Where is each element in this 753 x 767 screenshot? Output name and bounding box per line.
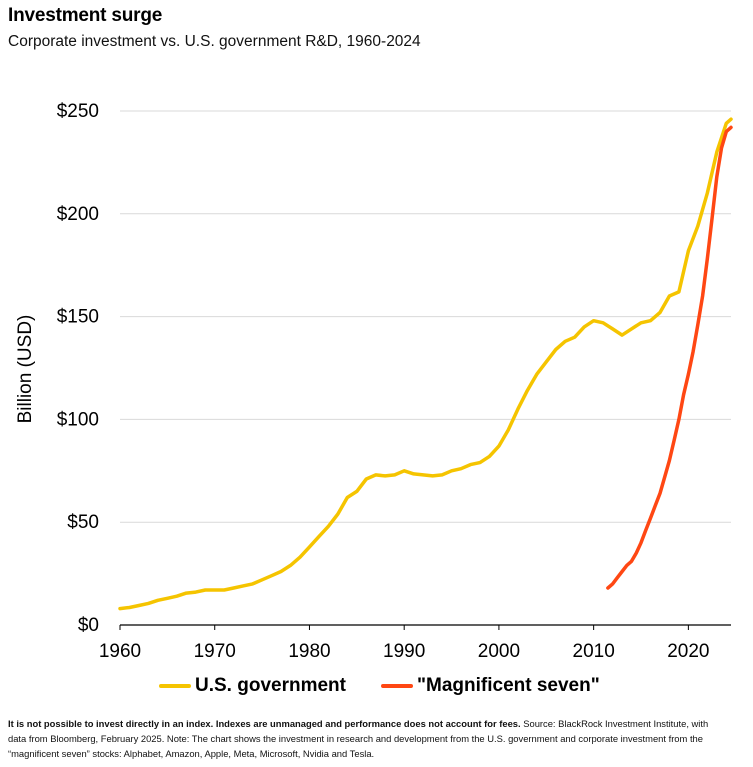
legend-item-us-government: U.S. government [159,675,346,697]
x-tick-label: 2020 [667,641,709,662]
y-tick-label: $100 [57,409,99,430]
y-tick-label: $0 [78,615,99,636]
y-tick-label: $150 [57,307,99,328]
gridlines [119,110,731,630]
line-chart: $0 $50 $100 $150 $200 $250 1960 1970 1980 1990 20… [15,101,733,662]
x-tick-label: 1970 [194,641,236,662]
footnote-disclaimer: It is not possible to invest directly in… [8,718,521,729]
y-axis-tick-labels: $0 $50 $100 $150 $200 $250 [57,101,99,636]
x-tick-label: 1990 [383,641,425,662]
legend: U.S. government "Magnificent seven" [0,675,753,699]
footnote: It is not possible to invest directly in… [8,716,728,761]
y-tick-label: $50 [67,512,99,533]
footnote-source: Source: BlackRock Investment Institute, … [8,718,709,759]
x-tick-label: 2000 [478,641,520,662]
x-axis-tick-labels: 1960 1970 1980 1990 2000 2010 2020 [99,641,710,662]
series-line-us-government [118,117,733,611]
y-tick-label: $200 [57,204,99,225]
x-tick-label: 1980 [288,641,330,662]
chart-title: Investment surge [8,5,163,26]
chart-subtitle: Corporate investment vs. U.S. government… [8,33,421,50]
legend-item-magnificent-seven: "Magnificent seven" [381,675,600,697]
x-tick-label: 1960 [99,641,141,662]
x-tick-label: 2010 [573,641,615,662]
y-axis-label: Billion (USD) [15,315,36,424]
series-line-magnificent-seven [606,125,733,590]
legend-label-magnificent-seven: "Magnificent seven" [417,675,600,696]
legend-swatch-magnificent-seven [381,684,413,688]
series-lines [118,117,733,611]
legend-swatch-us-government [159,684,191,688]
y-tick-label: $250 [57,101,99,122]
legend-label-us-government: U.S. government [195,675,346,696]
